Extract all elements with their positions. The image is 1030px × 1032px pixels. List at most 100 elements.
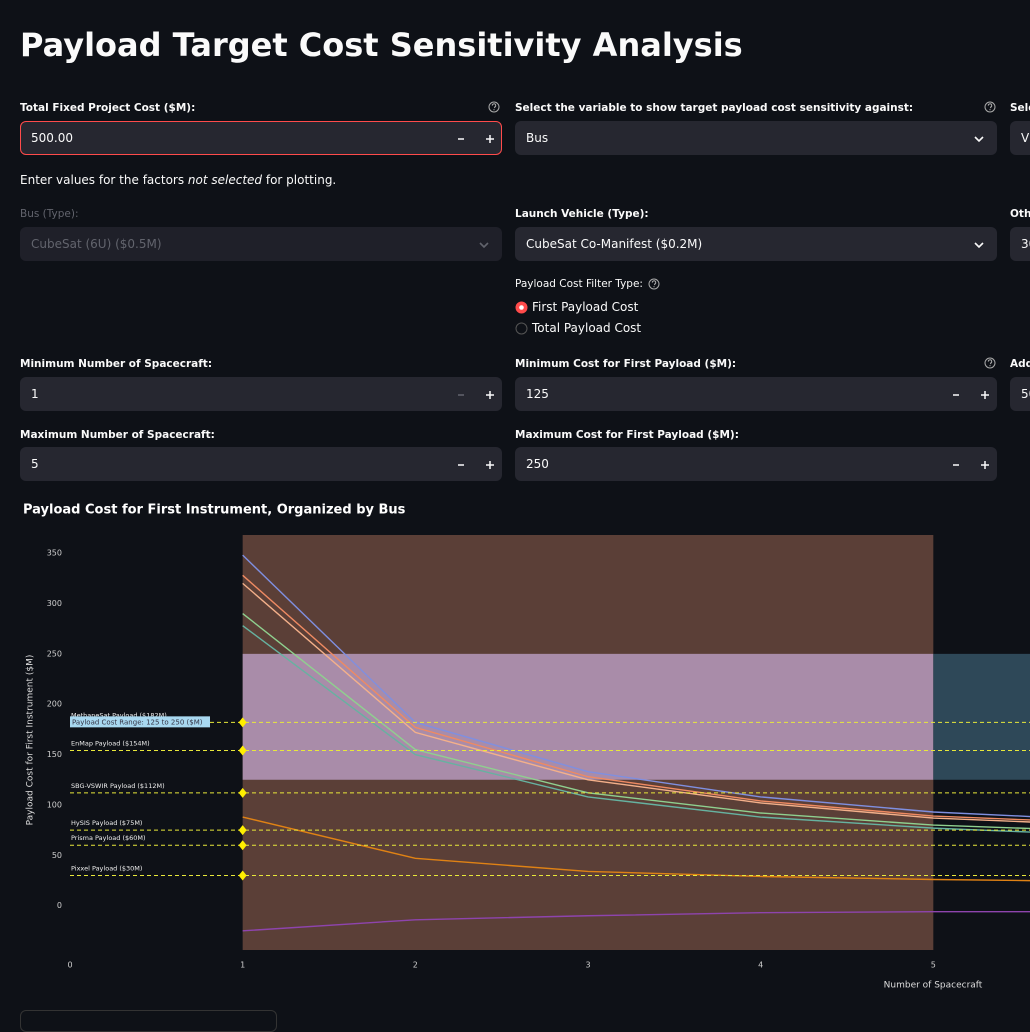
field-label: Minimum Cost for First Payload ($M): xyxy=(515,358,737,370)
reference-label: MethaneSat Payload ($182M) xyxy=(71,711,167,719)
y-axis-title: Payload Cost for First Instrument ($M) xyxy=(26,655,36,826)
field-label: Maximum Cost for First Payload ($M): xyxy=(515,429,739,441)
reference-marker xyxy=(238,717,247,728)
reference-marker xyxy=(238,787,247,798)
x-tick-label: 0 xyxy=(67,961,72,970)
y-tick-label: 100 xyxy=(47,800,62,809)
number-input[interactable]: 500.00 xyxy=(20,121,502,155)
field-label: Bus (Type): xyxy=(20,208,79,220)
reference-label: Pixxel Payload ($30M) xyxy=(71,864,142,872)
cost-range-band xyxy=(242,653,934,780)
radio-option[interactable]: Total Payload Cost xyxy=(515,321,641,335)
input-value: 1 xyxy=(31,387,39,401)
radio-label: Total Payload Cost xyxy=(532,321,642,335)
x-tick-label: 3 xyxy=(585,961,590,970)
number-input[interactable]: 30 xyxy=(1010,227,1030,261)
radio-selected xyxy=(515,301,528,313)
radio-group-label: Payload Cost Filter Type: xyxy=(515,278,660,290)
x-tick-label: 4 xyxy=(758,961,763,970)
number-input[interactable]: 5 xyxy=(20,447,502,481)
stepper[interactable] xyxy=(950,460,992,470)
y-tick-label: 350 xyxy=(47,549,62,558)
stepper[interactable] xyxy=(950,390,992,400)
y-tick-label: 250 xyxy=(47,649,62,658)
reference-marker xyxy=(238,870,247,881)
partial-widget xyxy=(20,1010,277,1032)
reference-label: HySIS Payload ($75M) xyxy=(71,819,142,827)
number-input[interactable]: 125 xyxy=(515,377,997,411)
reference-label: EnMap Payload ($154M) xyxy=(71,740,150,748)
stepper[interactable] xyxy=(455,134,497,144)
chevron xyxy=(974,136,984,143)
range-label: Payload Cost Range: 125 to 250 ($M) xyxy=(72,718,203,726)
field-label: Total Fixed Project Cost ($M): xyxy=(20,102,196,114)
select-value: CubeSat (6U) ($0.5M) xyxy=(31,237,162,251)
radio-unselected xyxy=(515,322,528,334)
series-line xyxy=(242,574,1030,821)
x-tick-label: 2 xyxy=(413,961,418,970)
select-value: Bus xyxy=(526,131,549,145)
note-text: Enter values for the factors xyxy=(20,173,188,187)
field-label: Launch Vehicle (Type): xyxy=(515,208,649,220)
stepper[interactable] xyxy=(455,390,497,400)
field-label: Maximum Number of Spacecraft: xyxy=(20,429,215,441)
chevron xyxy=(479,242,489,249)
instruction-text: Enter values for the factors not selecte… xyxy=(20,173,336,187)
input-value: 30 xyxy=(1021,237,1030,251)
y-tick-label: 300 xyxy=(47,599,62,608)
series-line xyxy=(242,816,1030,882)
y-tick-label: 0 xyxy=(57,901,62,910)
field-label: Othe xyxy=(1010,208,1030,220)
y-tick-label: 50 xyxy=(52,851,62,860)
field-label: Add xyxy=(1010,358,1030,370)
series-line xyxy=(242,625,1030,833)
reference-marker xyxy=(238,840,247,851)
note-text: for plotting. xyxy=(262,173,337,187)
x-tick-label: 1 xyxy=(240,961,245,970)
field-label: Minimum Number of Spacecraft: xyxy=(20,358,213,370)
y-tick-label: 150 xyxy=(47,750,62,759)
chevron xyxy=(974,242,984,249)
series-line xyxy=(242,554,1030,818)
reference-marker xyxy=(238,745,247,756)
cost-range-band-outside xyxy=(933,653,1030,780)
reference-label: SBG-VSWIR Payload ($112M) xyxy=(71,782,165,790)
select-value: VS xyxy=(1021,131,1030,145)
help-icon[interactable] xyxy=(984,357,996,369)
x-tick-label: 5 xyxy=(931,961,936,970)
help-icon[interactable] xyxy=(488,101,500,113)
input-value: 500.00 xyxy=(31,131,73,145)
select-box[interactable]: VS xyxy=(1010,121,1030,155)
series-line xyxy=(242,613,1030,830)
range-label-bg xyxy=(70,716,210,728)
field-label: Sele xyxy=(1010,102,1030,114)
series-line xyxy=(242,911,1030,932)
number-input[interactable]: 250 xyxy=(515,447,997,481)
number-input[interactable]: 1 xyxy=(20,377,502,411)
input-value: 50 xyxy=(1021,387,1030,401)
select-box[interactable]: Bus xyxy=(515,121,997,155)
input-value: 250 xyxy=(526,457,549,471)
number-input[interactable]: 50 xyxy=(1010,377,1030,411)
reference-label: Prisma Payload ($60M) xyxy=(71,834,146,842)
x-axis-title: Number of Spacecraft xyxy=(884,981,983,991)
select-box: CubeSat (6U) ($0.5M) xyxy=(20,227,502,261)
plot-area xyxy=(70,535,1030,950)
help-icon[interactable] xyxy=(648,278,660,290)
chart-title: Payload Cost for First Instrument, Organ… xyxy=(23,503,406,518)
radio-label: First Payload Cost xyxy=(532,300,639,314)
help-icon[interactable] xyxy=(984,101,996,113)
field-label: Select the variable to show target paylo… xyxy=(515,102,914,114)
radio-option[interactable]: First Payload Cost xyxy=(515,300,638,314)
label-text: Payload Cost Filter Type: xyxy=(515,278,643,290)
select-box[interactable]: CubeSat Co-Manifest ($0.2M) xyxy=(515,227,997,261)
reference-marker xyxy=(238,825,247,836)
note-emphasis: not selected xyxy=(187,173,263,187)
select-value: CubeSat Co-Manifest ($0.2M) xyxy=(526,237,703,251)
stepper[interactable] xyxy=(455,460,497,470)
series-line xyxy=(242,582,1030,823)
chart: Payload Cost for First Instrument, Organ… xyxy=(23,503,1030,991)
input-value: 125 xyxy=(526,387,549,401)
page-title: Payload Target Cost Sensitivity Analysis xyxy=(20,26,743,64)
